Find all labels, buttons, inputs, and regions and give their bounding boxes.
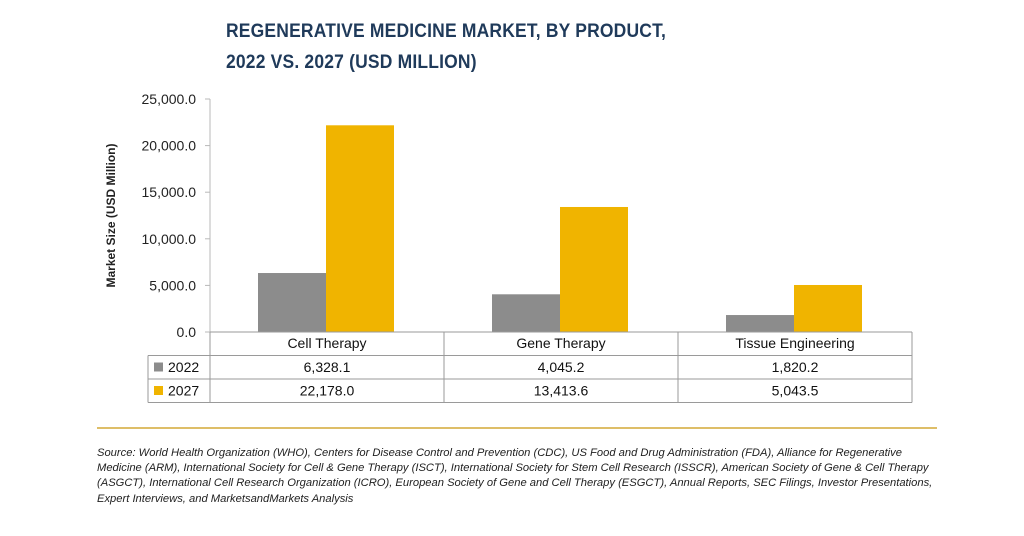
bar-2022-gene-therapy bbox=[492, 294, 560, 332]
bars-layer bbox=[258, 125, 862, 332]
x-tick-label: Tissue Engineering bbox=[735, 335, 854, 351]
data-label: 22,178.0 bbox=[300, 383, 355, 399]
data-label: 6,328.1 bbox=[304, 359, 351, 375]
y-axis-title: Market Size (USD Million) bbox=[104, 143, 118, 287]
data-label: 13,413.6 bbox=[534, 383, 589, 399]
y-tick-label: 5,000.0 bbox=[149, 277, 196, 293]
y-tick-label: 0.0 bbox=[177, 324, 197, 340]
data-label: 1,820.2 bbox=[772, 359, 819, 375]
legend-swatch-2027 bbox=[154, 386, 163, 395]
bar-2022-cell-therapy bbox=[258, 273, 326, 332]
bar-2022-tissue-engineering bbox=[726, 315, 794, 332]
data-table: Cell Therapy Gene Therapy Tissue Engineeri… bbox=[147, 331, 913, 403]
chart-title-line-1: REGENERATIVE MEDICINE MARKET, BY PRODUCT… bbox=[226, 21, 667, 42]
source-note: Source: World Health Organization (WHO),… bbox=[97, 447, 933, 505]
y-tick-label: 10,000.0 bbox=[142, 231, 197, 247]
bar-2027-gene-therapy bbox=[560, 206, 628, 332]
legend-swatch-2022 bbox=[154, 362, 163, 372]
data-label: 4,045.2 bbox=[538, 359, 585, 375]
x-tick-label: Cell Therapy bbox=[287, 335, 366, 351]
y-tick-label: 20,000.0 bbox=[142, 138, 197, 154]
data-label: 5,043.5 bbox=[772, 383, 819, 399]
x-tick-label: Gene Therapy bbox=[516, 335, 605, 351]
legend-label-2022: 2022 bbox=[168, 359, 199, 375]
legend-label-2027: 2027 bbox=[168, 383, 199, 399]
bar-2027-cell-therapy bbox=[326, 125, 394, 332]
y-tick-label: 25,000.0 bbox=[142, 91, 197, 107]
bar-2027-tissue-engineering bbox=[794, 284, 862, 332]
y-tick-label: 15,000.0 bbox=[142, 184, 197, 200]
chart-title: REGENERATIVE MEDICINE MARKET, BY PRODUCT… bbox=[226, 16, 741, 78]
chart-title-line-2: 2022 VS. 2027 (USD MILLION) bbox=[226, 52, 477, 73]
axis-layer: 0.0 5,000.0 10,000.0 15,000.0 20,000.0 25,000… bbox=[104, 91, 211, 340]
